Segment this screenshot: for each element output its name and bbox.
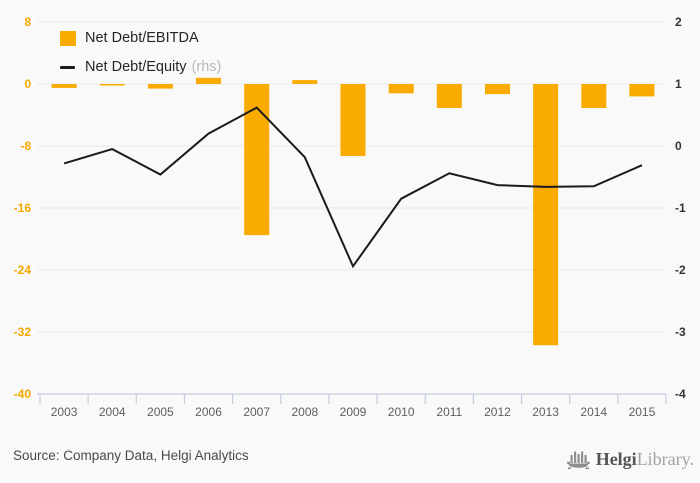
bar-2004	[99, 84, 125, 86]
x-axis-year-label-2007: 2007	[243, 405, 270, 419]
bar-2006	[196, 77, 221, 84]
bar-2003	[51, 84, 77, 88]
x-axis-year-label-2014: 2014	[580, 405, 607, 419]
legend-line-swatch-icon	[60, 65, 75, 69]
right-axis-tick-label: 0	[675, 139, 682, 153]
bar-2009	[340, 84, 366, 157]
left-axis-tick-label: 8	[24, 15, 31, 29]
net-debt-equity-line	[63, 106, 643, 269]
logo-wordmark: HelgiLibrary.	[596, 447, 694, 471]
x-axis-year-label-2005: 2005	[147, 405, 174, 419]
bar-2013	[533, 84, 559, 346]
chart-canvas: 8 0 -8 -16 -24 -32 -40 2 1 0 -1 -2 -3 -4 2003 2004 2005 2…	[14, 15, 686, 419]
bar-2012	[485, 84, 510, 95]
logo-text-helgi: Helgi	[595, 449, 637, 469]
x-axis-year-label-2009: 2009	[340, 405, 367, 419]
x-axis-year-label-2010: 2010	[388, 405, 415, 419]
bar-2014	[581, 84, 607, 108]
right-axis-tick-label: -4	[675, 387, 686, 401]
legend-bar-swatch-icon	[60, 30, 76, 46]
bar-2010	[388, 84, 414, 94]
legend-item-net-debt-ebitda: Net Debt/EBITDA	[60, 27, 221, 49]
x-axis-year-label-2006: 2006	[195, 405, 222, 419]
left-axis-tick-label: -32	[14, 325, 32, 339]
bar-2011	[436, 84, 462, 108]
left-axis-tick-label: 0	[24, 77, 31, 91]
x-axis-year-label-2013: 2013	[532, 405, 559, 419]
x-axis-year-label-2011: 2011	[436, 405, 462, 419]
legend-item-net-debt-equity: Net Debt/Equity (rhs)	[60, 56, 221, 78]
legend-line-rhs-suffix: (rhs)	[191, 59, 222, 75]
legend: Net Debt/EBITDA Net Debt/Equity (rhs)	[60, 27, 221, 85]
right-axis-tick-label: 1	[675, 77, 682, 91]
x-axis-year-label-2004: 2004	[99, 405, 126, 419]
x-axis-year-label-2015: 2015	[629, 405, 656, 419]
x-axis-year-label-2012: 2012	[484, 405, 511, 419]
helgi-library-logo: HelgiLibrary.	[566, 447, 694, 471]
right-axis-tick-label: 2	[675, 15, 682, 29]
legend-line-label: Net Debt/Equity	[85, 59, 187, 75]
left-axis-tick-label: -40	[14, 387, 32, 401]
bar-2008	[292, 80, 318, 84]
source-text: Source: Company Data, Helgi Analytics	[13, 448, 249, 463]
bar-2015	[629, 84, 655, 97]
right-axis-tick-label: -3	[675, 325, 686, 339]
logo-text-library: Library.	[636, 449, 694, 469]
bar-2005	[147, 84, 173, 89]
x-axis-year-label-2003: 2003	[51, 405, 78, 419]
x-axis-year-label-2008: 2008	[291, 405, 318, 419]
left-axis-tick-label: -24	[14, 263, 32, 277]
helgi-ship-icon	[566, 451, 590, 469]
right-axis-tick-label: -1	[675, 201, 686, 215]
bar-2007	[244, 84, 270, 236]
chart-plot-area: 8 0 -8 -16 -24 -32 -40 2 1 0 -1 -2 -3 -4 2003 2004 2005 2…	[14, 15, 686, 419]
left-axis-tick-label: -8	[20, 139, 31, 153]
left-axis-tick-label: -16	[14, 201, 32, 215]
right-axis-tick-label: -2	[675, 263, 686, 277]
legend-bar-label: Net Debt/EBITDA	[85, 30, 199, 46]
